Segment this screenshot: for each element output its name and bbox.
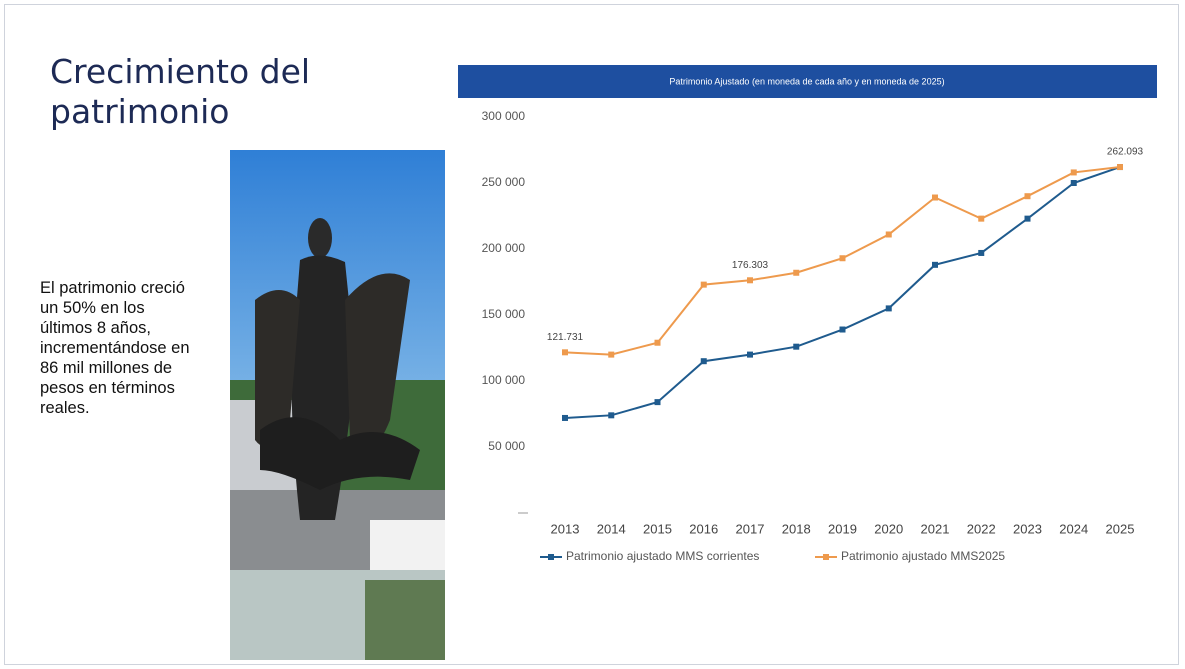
slide-text: El patrimonio creció un 50% en los últim…: [40, 279, 190, 417]
point-marker: [700, 358, 707, 365]
point-marker: [562, 349, 568, 356]
photo: [230, 150, 445, 660]
point-marker: [885, 231, 892, 238]
legend-marker: [823, 554, 829, 560]
point-marker: [608, 351, 615, 358]
y-tick-label: 300 000: [482, 109, 526, 123]
x-tick-label: 2024: [1059, 521, 1088, 536]
y-tick-label: 50 000: [488, 439, 525, 453]
legend-marker: [548, 554, 554, 560]
data-label: 262.093: [1107, 147, 1144, 158]
x-tick-label: 2021: [921, 521, 950, 536]
data-label: 176.303: [732, 260, 769, 271]
point-marker: [839, 255, 846, 262]
point-marker: [932, 261, 938, 268]
slide-title: Crecimiento del patrimonio: [50, 52, 311, 131]
x-tick-label: 2015: [643, 521, 672, 536]
x-tick-label: 2023: [1013, 521, 1042, 536]
point-marker: [654, 399, 661, 406]
x-tick-label: 2019: [828, 521, 857, 536]
y-tick-label: 250 000: [482, 175, 526, 189]
point-marker: [562, 414, 568, 421]
series-line: [564, 166, 1121, 419]
point-marker: [793, 343, 800, 350]
point-marker: [1070, 169, 1077, 176]
point-marker: [747, 277, 753, 284]
point-marker: [1070, 180, 1077, 186]
point-marker: [1117, 164, 1123, 171]
x-tick-label: 2016: [689, 521, 718, 536]
legend-label: Patrimonio ajustado MMS2025: [841, 549, 1005, 563]
y-tick-label: 100 000: [482, 373, 526, 387]
point-marker: [1024, 215, 1031, 222]
point-marker: [700, 281, 707, 288]
chart-title: Patrimonio Ajustado (en moneda de cada a…: [669, 76, 944, 86]
point-marker: [978, 249, 985, 256]
point-marker: [654, 339, 661, 346]
y-tick-label: 200 000: [482, 241, 526, 255]
point-marker: [793, 269, 800, 276]
legend-label: Patrimonio ajustado MMS corrientes: [566, 549, 759, 563]
point-marker: [885, 305, 892, 312]
point-marker: [1024, 193, 1031, 200]
point-marker: [978, 215, 985, 222]
point-marker: [839, 326, 846, 333]
slide-frame: [4, 4, 1179, 665]
x-tick-label: 2025: [1106, 521, 1135, 536]
chart-title-banner: [458, 65, 1157, 98]
y-tick-label: 150 000: [482, 307, 526, 321]
x-tick-label: 2018: [782, 521, 811, 536]
point-marker: [608, 412, 615, 419]
point-marker: [747, 351, 753, 358]
x-tick-label: 2014: [597, 521, 626, 536]
x-tick-label: 2017: [736, 521, 765, 536]
x-tick-label: 2022: [967, 521, 996, 536]
x-tick-label: 2020: [874, 521, 903, 536]
point-marker: [932, 194, 938, 201]
x-tick-label: 2013: [551, 521, 580, 536]
data-label: 121.731: [547, 332, 584, 343]
